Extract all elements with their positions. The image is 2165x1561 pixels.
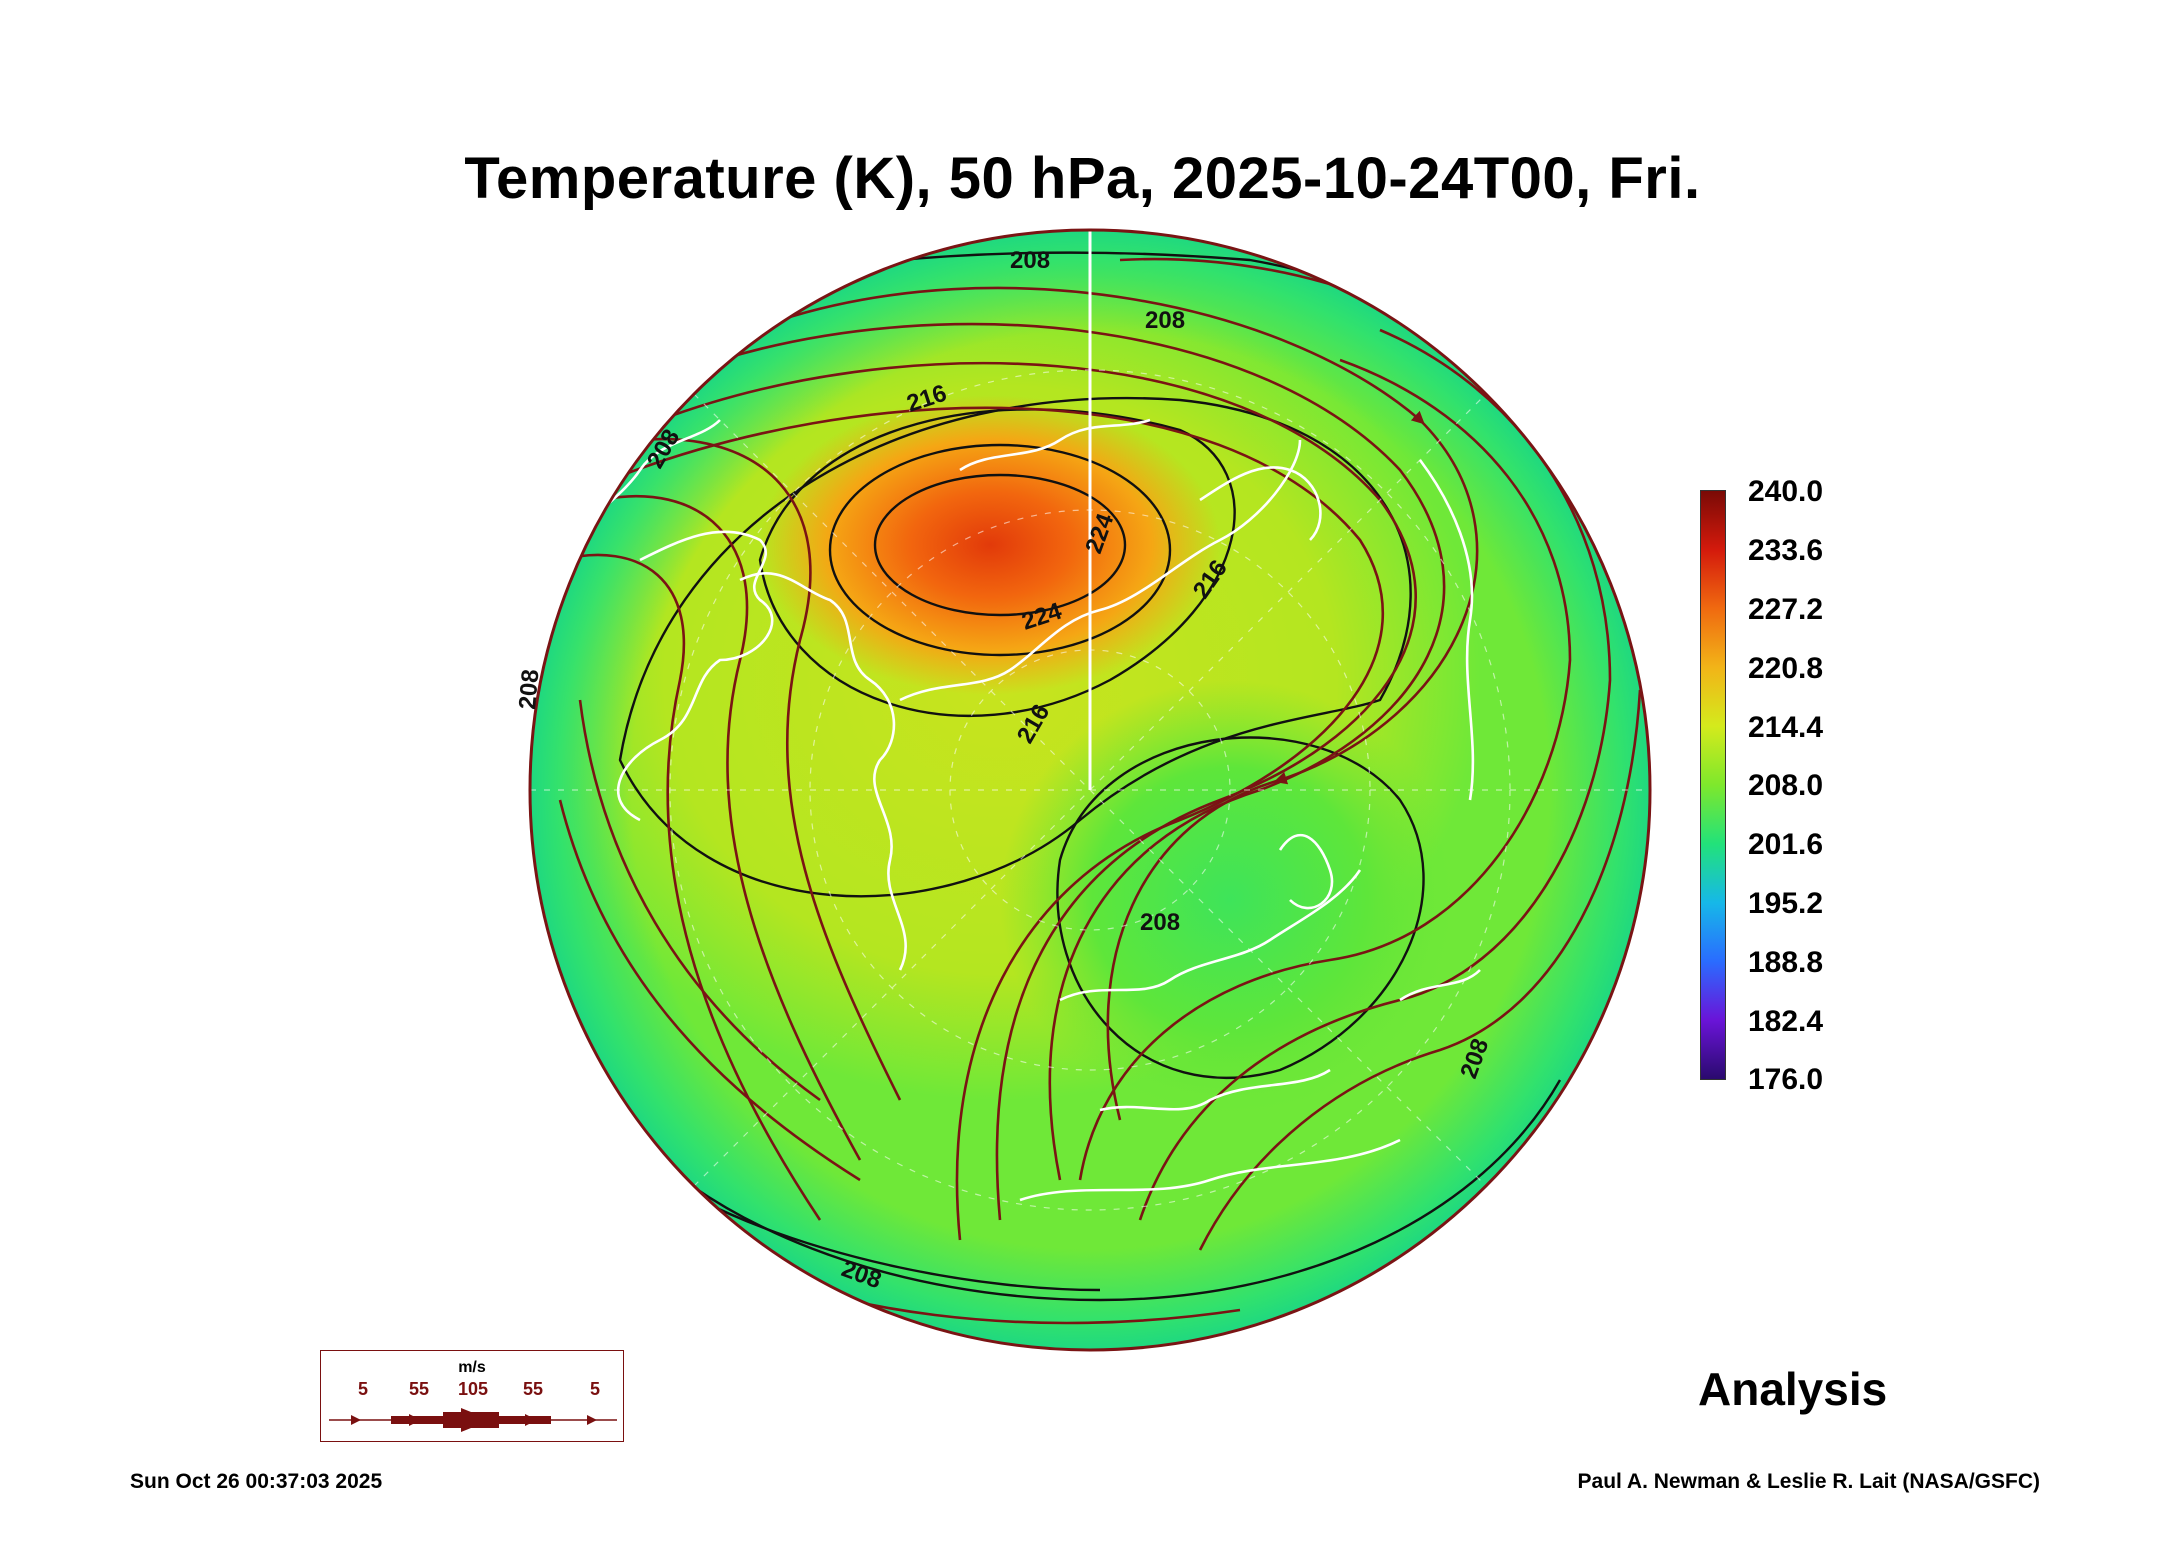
colorbar-tick: 227.2 — [1748, 593, 1824, 626]
streamline — [719, 322, 1446, 1181]
coastline — [599, 298, 721, 362]
streamline — [599, 494, 862, 1161]
coastline — [1399, 969, 1481, 1002]
wind-speed-label: 55 — [408, 1379, 430, 1399]
colorbar-tick: 233.6 — [1748, 534, 1824, 567]
colorbar-tick: 195.2 — [1748, 887, 1824, 920]
colorbar-tick: 220.8 — [1748, 652, 1824, 685]
contour-line — [599, 1079, 1562, 1302]
streamline — [609, 406, 1385, 1241]
coastline — [1019, 1138, 1401, 1202]
streamline — [559, 553, 822, 1221]
wind-speed-legend: m/s 5 55 105 55 5 — [320, 1350, 624, 1442]
chart-title: Temperature (K), 50 hPa, 2025-10-24T00, … — [464, 146, 1701, 211]
generated-timestamp: Sun Oct 26 00:37:03 2025 — [130, 1470, 383, 1493]
coastline — [1418, 459, 1475, 801]
wind-speed-label: 5 — [589, 1379, 601, 1399]
wind-speed-label: 105 — [457, 1379, 489, 1399]
streamline — [1078, 358, 1572, 1181]
streamline — [659, 361, 1418, 1221]
contour-label: 208 — [1145, 307, 1185, 334]
coastline — [1199, 466, 1322, 541]
colorbar-tick: 201.6 — [1748, 828, 1824, 861]
wind-streamlines — [558, 230, 1642, 1325]
contour-line — [828, 443, 1172, 657]
contour-line — [699, 1198, 1101, 1292]
wind-unit-label: m/s — [458, 1359, 486, 1376]
colorbar-tick: 188.8 — [1748, 946, 1824, 979]
coastline — [617, 530, 774, 822]
coastline — [899, 439, 1302, 702]
wind-arrow-scale — [329, 1408, 617, 1432]
coastline — [1278, 834, 1334, 910]
coastline — [739, 572, 907, 971]
streamline — [1198, 689, 1642, 1251]
wind-speed-label: 55 — [522, 1379, 544, 1399]
globe-outline — [528, 228, 1652, 1352]
coastline — [1059, 869, 1362, 1002]
colorbar-tick: 214.4 — [1748, 711, 1824, 744]
colorbar — [1700, 490, 1726, 1080]
streamline — [558, 799, 861, 1182]
contour-label: 208 — [514, 668, 544, 710]
author-credit: Paul A. Newman & Leslie R. Lait (NASA/GS… — [1577, 1470, 2040, 1493]
contour-line — [873, 473, 1127, 617]
streamline — [779, 286, 1479, 1121]
contour-line — [1056, 736, 1425, 1079]
coastline — [1099, 1068, 1331, 1112]
coastline — [959, 418, 1151, 472]
contour-label: 208 — [1010, 247, 1050, 274]
wind-speed-label: 5 — [357, 1379, 369, 1399]
colorbar-tick: 208.0 — [1748, 769, 1824, 802]
contour-label: 208 — [1140, 909, 1180, 936]
colorbar-tick: 182.4 — [1748, 1005, 1824, 1038]
analysis-label: Analysis — [1698, 1363, 1888, 1415]
colorbar-tick: 176.0 — [1748, 1063, 1824, 1096]
colorbar-tick: 240.0 — [1748, 475, 1824, 508]
coastlines — [558, 298, 1481, 1202]
streamline — [639, 437, 902, 1101]
streamline — [578, 699, 821, 1102]
